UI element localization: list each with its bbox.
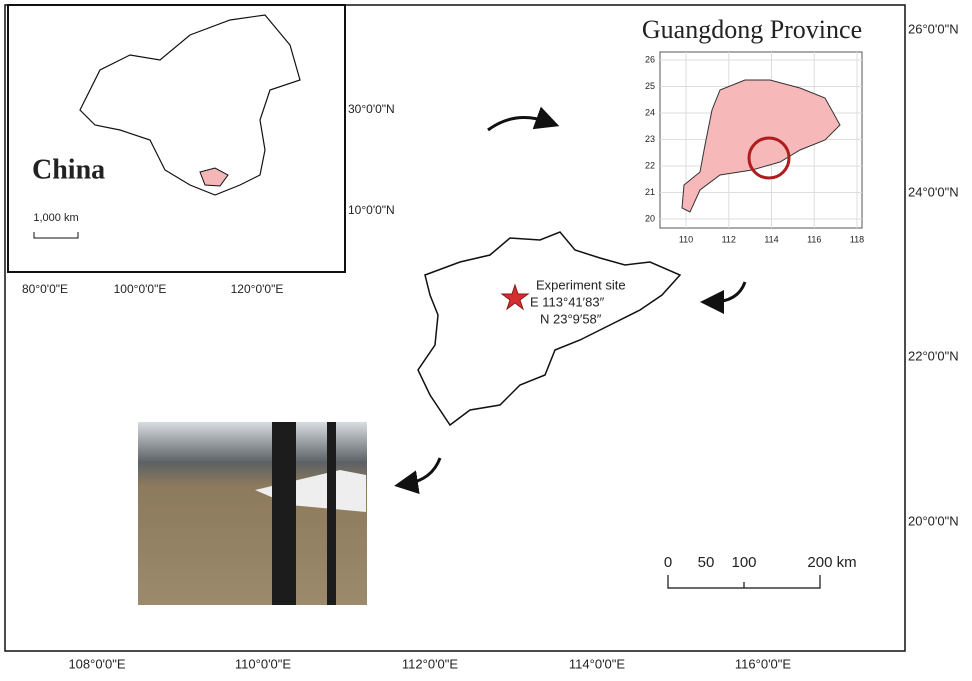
x-tick-label: 118 xyxy=(850,234,864,244)
study-region xyxy=(417,231,682,427)
site-label: Experiment site xyxy=(536,277,626,292)
site-longitude: E 113°41′83″ xyxy=(530,294,605,309)
y-tick-label: 20 xyxy=(645,213,655,223)
china-scale-label: 1,000 km xyxy=(33,212,78,224)
china-lon-label: 100°0'0"E xyxy=(114,282,167,296)
lat-label: 20°0'0"N xyxy=(908,513,959,528)
arrow xyxy=(487,106,560,132)
guangdong-title: Guangdong Province xyxy=(642,15,862,44)
china-lon-label: 120°0'0"E xyxy=(231,282,284,296)
photo-post xyxy=(327,422,336,605)
main-frame xyxy=(4,4,906,652)
x-tick-label: 110 xyxy=(679,234,693,244)
x-tick-label: 114 xyxy=(764,234,778,244)
china-title: China xyxy=(32,154,105,185)
lon-label: 116°0'0"E xyxy=(735,656,791,671)
scale-label: 200 km xyxy=(807,554,856,571)
lat-label: 22°0'0"N xyxy=(908,348,959,363)
scale-label: 100 xyxy=(731,554,756,571)
china-lon-label: 80°0'0"E xyxy=(22,282,68,296)
y-tick-label: 25 xyxy=(645,81,655,91)
china-lat-label: 30°0'0"N xyxy=(348,102,395,116)
lat-label: 24°0'0"N xyxy=(908,184,959,199)
site-star xyxy=(500,283,530,311)
china-outline xyxy=(79,14,301,196)
scale-label: 50 xyxy=(698,554,715,571)
x-tick-label: 116 xyxy=(807,234,821,244)
arrow xyxy=(700,281,747,314)
y-tick-label: 21 xyxy=(645,187,655,197)
site-latitude: N 23°9′58″ xyxy=(540,311,602,326)
y-tick-label: 24 xyxy=(645,107,655,117)
y-tick-label: 26 xyxy=(645,54,655,64)
lon-label: 110°0'0"E xyxy=(235,656,291,671)
guangdong-shape xyxy=(681,79,841,213)
photo-post xyxy=(272,422,296,605)
scale-label: 0 xyxy=(664,554,672,571)
china-lat-label: 10°0'0"N xyxy=(348,203,395,217)
y-tick-label: 22 xyxy=(645,160,655,170)
lon-label: 112°0'0"E xyxy=(402,656,458,671)
site-circle xyxy=(747,136,791,180)
lat-label: 26°0'0"N xyxy=(908,21,959,36)
lon-label: 108°0'0"E xyxy=(68,656,125,671)
scale-bar xyxy=(667,575,821,589)
y-tick-label: 23 xyxy=(645,134,655,144)
china-scale-bar xyxy=(33,232,79,239)
lon-label: 114°0'0"E xyxy=(569,656,625,671)
arrow xyxy=(394,457,442,495)
guangdong-highlight xyxy=(199,167,229,187)
x-tick-label: 112 xyxy=(722,234,736,244)
